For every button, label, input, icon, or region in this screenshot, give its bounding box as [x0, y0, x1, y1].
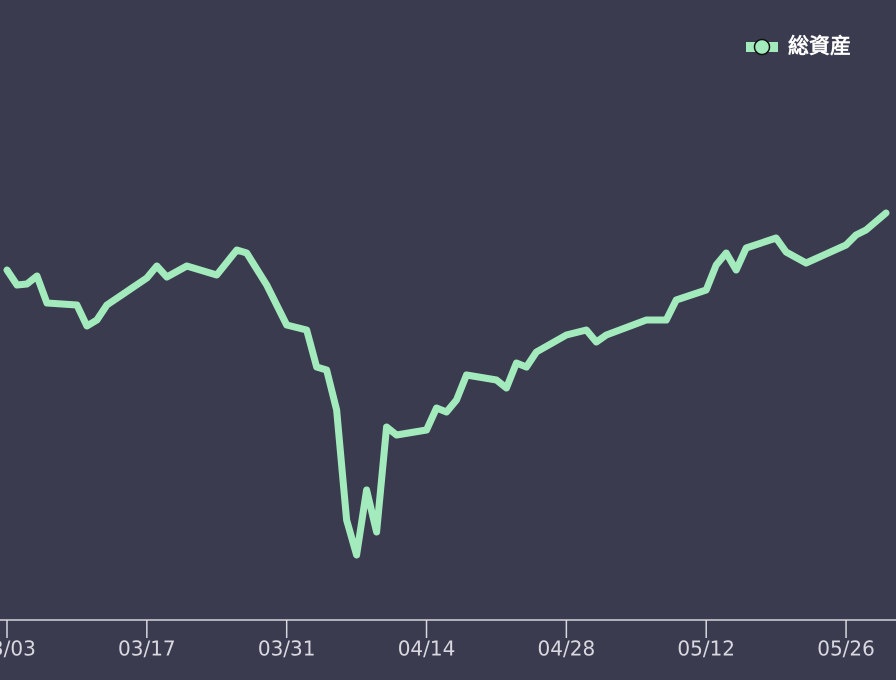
x-tick-label: 03/31: [258, 637, 316, 661]
x-tick-label: 03/17: [118, 637, 176, 661]
legend-label: 総資産: [788, 34, 851, 58]
legend-marker: [753, 38, 771, 56]
x-tick-label: 05/26: [817, 637, 875, 661]
x-tick-label: 04/28: [538, 637, 596, 661]
x-tick-label: 04/14: [398, 637, 456, 661]
legend-item: 総資産: [746, 34, 851, 58]
x-tick-label: 05/12: [677, 637, 735, 661]
line: [3, 209, 890, 559]
x-tick-label: 03/03: [0, 637, 36, 661]
